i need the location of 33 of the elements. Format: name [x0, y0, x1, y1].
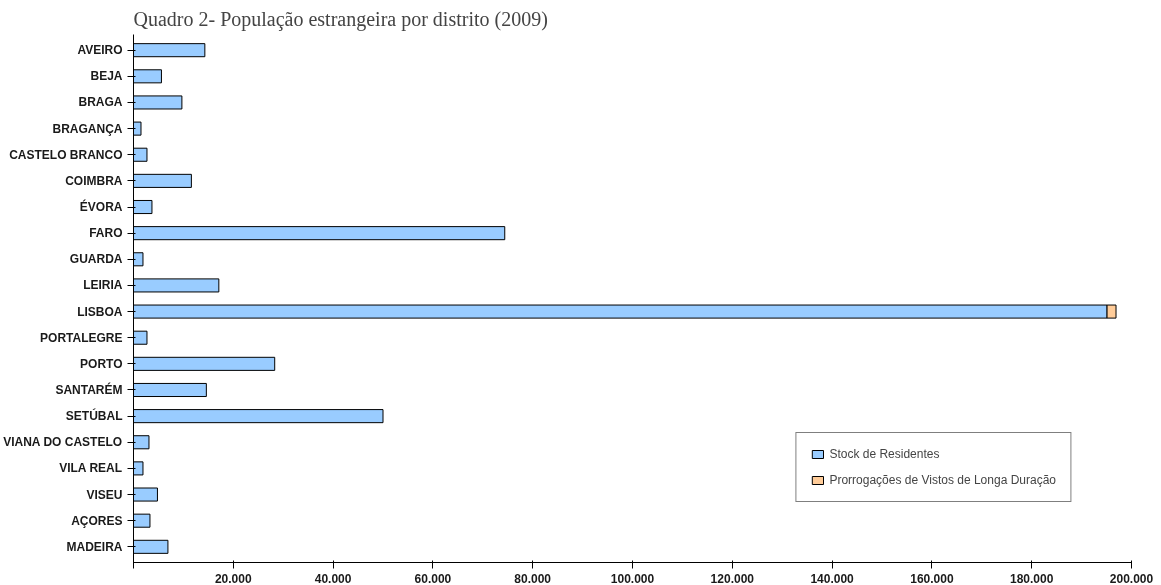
- y-tick-label: PORTALEGRE: [40, 330, 123, 345]
- y-tick-label: VILA REAL: [59, 461, 123, 476]
- y-tick-label: BEJA: [90, 69, 123, 84]
- x-tick-label: 140.000: [810, 571, 855, 585]
- y-tick-label: SETÚBAL: [65, 408, 123, 424]
- y-tick-label: MADEIRA: [66, 539, 123, 554]
- legend-label: Prorrogações de Vistos de Longa Duração: [829, 473, 1056, 487]
- y-tick-label: SANTARÉM: [55, 381, 123, 397]
- y-tick-label: GUARDA: [69, 252, 123, 267]
- legend-label: Stock de Residentes: [829, 447, 940, 461]
- y-tick-label: VIANA DO CASTELO: [3, 435, 123, 450]
- x-tick-label: 160.000: [910, 571, 954, 585]
- x-tick-label: 60.000: [414, 571, 452, 585]
- y-tick-label: PORTO: [80, 356, 123, 371]
- x-tick-label: 20.000: [214, 571, 252, 585]
- y-tick-label: BRAGANÇA: [52, 121, 123, 136]
- y-tick-label: LISBOA: [77, 304, 123, 319]
- y-tick-label: COIMBRA: [65, 173, 123, 188]
- y-tick-label: AÇORES: [71, 513, 123, 528]
- y-tick-label: AVEIRO: [77, 43, 123, 58]
- x-tick-label: 40.000: [314, 571, 352, 585]
- x-tick-label: 100.000: [610, 571, 655, 585]
- y-tick-label: FARO: [89, 226, 123, 241]
- y-tick-label: CASTELO BRANCO: [9, 147, 123, 162]
- x-tick-label: 120.000: [710, 571, 755, 585]
- x-tick-label: 80.000: [514, 571, 552, 585]
- y-tick-label: VISEU: [86, 487, 123, 502]
- x-tick-label: 200.000: [1109, 571, 1154, 585]
- y-tick-label: LEIRIA: [83, 278, 123, 293]
- chart-title: Quadro 2- População estrangeira por distrito (2009): [133, 7, 548, 31]
- x-tick-label: 180.000: [1010, 571, 1054, 585]
- y-tick-label: ÉVORA: [79, 199, 123, 215]
- y-tick-label: BRAGA: [78, 95, 123, 110]
